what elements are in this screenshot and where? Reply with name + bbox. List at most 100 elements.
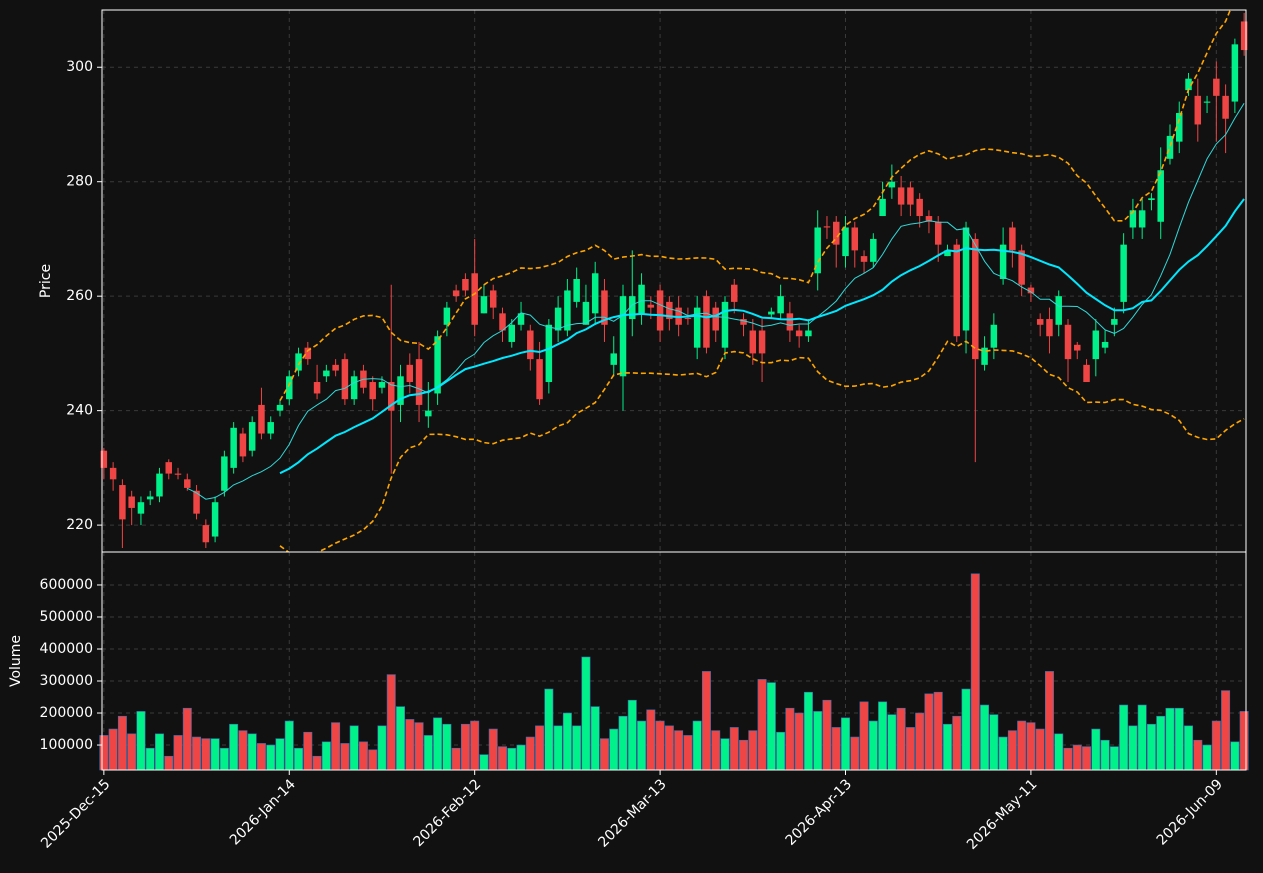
candle-body [239, 433, 247, 457]
volume-bar [368, 749, 378, 771]
volume-bar [785, 707, 795, 771]
candle-body [489, 290, 497, 308]
candle-body [656, 290, 664, 331]
volume-bar [878, 701, 888, 771]
y-tick-label: 260 [66, 288, 93, 304]
volume-bar [414, 722, 424, 771]
candle-body [916, 198, 923, 217]
volume-bar [164, 755, 174, 771]
volume-bar [1063, 747, 1073, 771]
candle-body [146, 496, 154, 500]
volume-bar [1017, 720, 1027, 771]
candle-body [1046, 319, 1053, 337]
volume-bar [1044, 671, 1054, 771]
volume-bar [219, 747, 229, 771]
volume-bar [192, 736, 202, 771]
volume-bar [358, 741, 368, 771]
volume-bar [284, 720, 294, 771]
volume-bar [1091, 728, 1101, 771]
y2-tick-label: 500000 [40, 609, 93, 625]
volume-bar [1156, 715, 1166, 771]
volume-bar [729, 727, 739, 771]
volume-bar [1202, 744, 1212, 771]
volume-bar [99, 735, 109, 771]
candle-body [480, 296, 488, 314]
candle-body [184, 479, 191, 488]
candle-body [1222, 95, 1229, 119]
volume-bar [386, 674, 396, 771]
volume-bar [720, 738, 730, 771]
volume-bar [813, 711, 823, 771]
volume-bar [915, 712, 925, 771]
candle-body [666, 301, 673, 320]
volume-bar [155, 733, 164, 771]
moving-average [279, 198, 1245, 475]
candle-body [582, 301, 590, 325]
candle-body [786, 313, 794, 331]
candle-body [323, 370, 330, 377]
candle-body [1009, 227, 1016, 251]
candle-body [925, 216, 933, 222]
volume-bar [507, 747, 517, 771]
volume-bar [1239, 711, 1249, 771]
volume-bar [470, 720, 480, 771]
candle-body [601, 290, 608, 325]
volume-bar [460, 723, 470, 771]
volume-bar [1072, 744, 1082, 771]
candle-body [870, 238, 877, 262]
candle-body [109, 467, 117, 480]
volume-bar [303, 731, 313, 771]
candle-body [332, 364, 339, 371]
volume-bar [655, 720, 665, 771]
candle-body [1074, 344, 1081, 351]
candle-body [443, 307, 451, 325]
candle-body [119, 485, 126, 520]
candle-body [619, 296, 627, 377]
candle-body [128, 496, 135, 508]
volume-bar [859, 701, 869, 771]
candle-body [1194, 95, 1202, 125]
y-tick-label: 240 [66, 403, 93, 419]
candle-body [740, 319, 747, 325]
volume-bar [1221, 690, 1231, 771]
candle-body [629, 296, 636, 320]
volume-bar [739, 739, 749, 771]
candle-body [1027, 287, 1035, 294]
y2-tick-label: 300000 [40, 673, 93, 689]
candle-body [1240, 21, 1248, 51]
volume-panel-frame [101, 551, 1247, 771]
volume-bar [127, 733, 137, 771]
volume-bar [117, 715, 127, 771]
volume-bar [831, 727, 841, 771]
candle-body [1166, 135, 1174, 159]
candle-body [471, 273, 478, 325]
volume-bar [201, 738, 211, 771]
volume-bar [442, 723, 452, 771]
candle-body [953, 244, 960, 337]
candle-body [434, 336, 441, 394]
candle-body [897, 187, 905, 205]
candle-body [1138, 210, 1146, 228]
volume-bar [803, 691, 813, 771]
volume-bar [173, 735, 183, 771]
candle-body [156, 473, 163, 497]
volume-bar [535, 725, 545, 771]
bollinger-upper [279, 10, 1232, 402]
volume-bar [841, 717, 850, 771]
candle-body [378, 382, 386, 388]
volume-bar [516, 744, 526, 771]
volume-bar [1230, 741, 1240, 771]
candle-body [1092, 330, 1100, 360]
candle-body [777, 296, 784, 314]
candle-body [221, 456, 228, 491]
candle-body [805, 330, 812, 337]
volume-bar [618, 715, 628, 771]
candle-body [684, 317, 692, 320]
volume-bar [312, 755, 322, 771]
volume-bar [349, 725, 359, 771]
volume-bar [572, 725, 582, 771]
candle-body [193, 490, 200, 514]
volume-bar [961, 688, 971, 771]
volume-bar [1193, 739, 1203, 771]
